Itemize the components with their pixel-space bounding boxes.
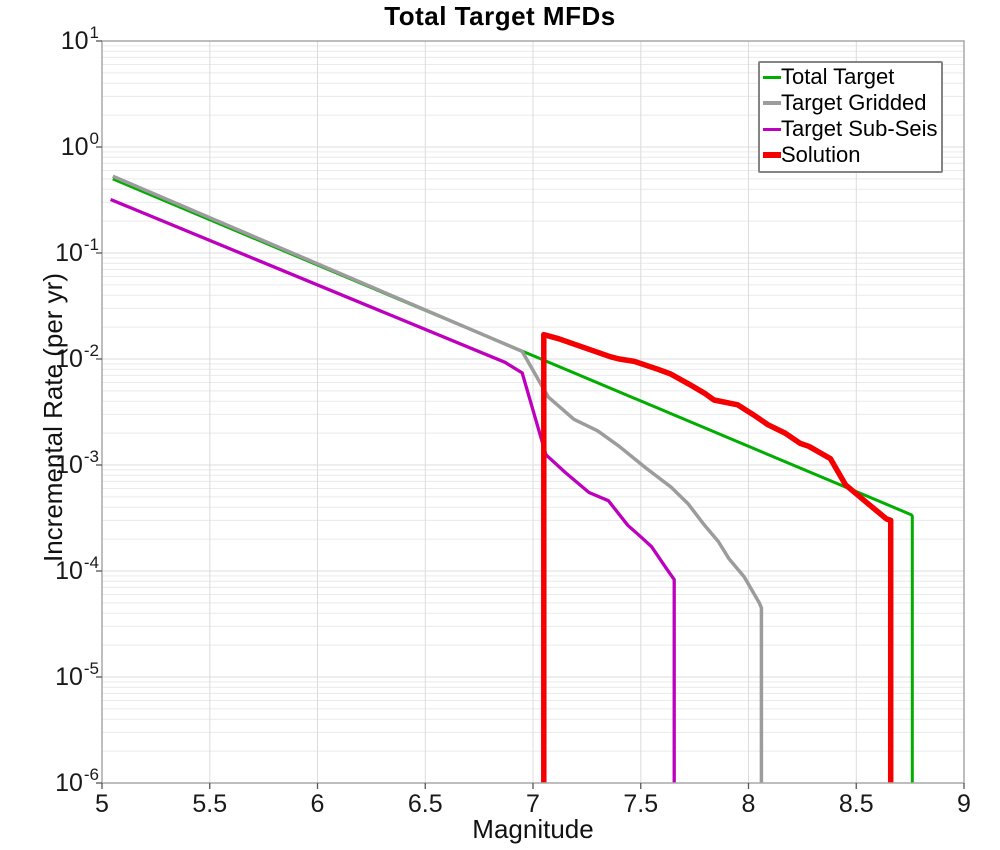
- legend-label-target-gridded: Target Gridded: [781, 90, 927, 115]
- x-tick-label: 7: [526, 790, 540, 818]
- legend-swatch-solution: [763, 152, 781, 158]
- x-axis-label: Magnitude: [472, 814, 594, 844]
- x-tick-label: 8.5: [839, 790, 874, 818]
- y-tick-label: 10-1: [55, 235, 99, 267]
- y-tick-label: 10-4: [55, 553, 99, 585]
- legend-swatch-total-target: [763, 75, 781, 79]
- legend-swatch-target-sub-seis: [763, 127, 781, 131]
- legend-item-target-sub-seis: Target Sub-Seis: [763, 116, 941, 142]
- x-tick-label: 6: [311, 790, 325, 818]
- y-tick-label: 10-2: [55, 341, 99, 373]
- y-tick-label: 10-5: [55, 659, 99, 691]
- legend-label-solution: Solution: [781, 142, 861, 167]
- legend-item-total-target: Total Target: [763, 64, 941, 90]
- y-tick-label: 10-6: [55, 765, 99, 797]
- series-line-solution: [541, 331, 894, 783]
- x-tick-label: 8: [742, 790, 756, 818]
- series-line-target-gridded: [112, 174, 764, 783]
- legend-item-target-gridded: Target Gridded: [763, 90, 941, 116]
- legend: Total Target Target Gridded Target Sub-S…: [758, 61, 943, 173]
- chart-title: Total Target MFDs: [384, 1, 616, 31]
- x-tick-label: 7.5: [623, 790, 658, 818]
- y-axis-label: Incremental Rate (per yr): [38, 273, 68, 562]
- legend-label-total-target: Total Target: [781, 64, 895, 89]
- x-tick-label: 9: [957, 790, 971, 818]
- x-tick-label: 5.5: [192, 790, 227, 818]
- y-tick-label: 100: [61, 129, 99, 161]
- legend-item-solution: Solution: [763, 142, 941, 168]
- x-tick-label: 6.5: [408, 790, 443, 818]
- x-tick-label: 5: [95, 790, 109, 818]
- y-tick-label: 101: [61, 23, 99, 55]
- legend-swatch-target-gridded: [763, 101, 781, 105]
- legend-label-target-sub-seis: Target Sub-Seis: [781, 116, 938, 141]
- series-line-target-sub-seis: [109, 197, 676, 783]
- y-tick-label: 10-3: [55, 447, 99, 479]
